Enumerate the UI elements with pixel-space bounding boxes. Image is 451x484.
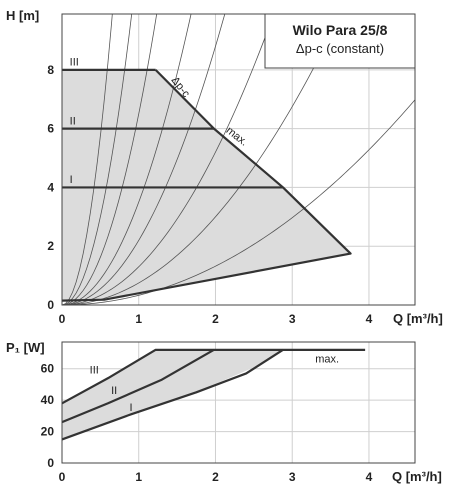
top-y-tick-label: 4 <box>47 180 54 194</box>
bottom-chart-frame <box>61 341 416 464</box>
power-label-I: I <box>130 402 133 414</box>
system-curve <box>62 14 113 305</box>
power-line-III <box>61 348 366 405</box>
top-chart-series <box>61 68 352 302</box>
bottom-x-tick-label: 0 <box>59 470 66 484</box>
bottom-y-tick-label: 40 <box>41 393 55 407</box>
bottom-chart-series <box>61 348 366 441</box>
top-x-tick-label: 3 <box>289 312 296 326</box>
top-y-tick-label: 2 <box>47 239 54 253</box>
series-label-II: II <box>70 115 76 127</box>
top-y-tick-label: 6 <box>47 122 54 136</box>
system-curve <box>62 14 226 305</box>
bottom-y-axis-label: P₁ [W] <box>6 340 45 355</box>
top-x-tick-label: 0 <box>59 312 66 326</box>
system-curve <box>62 99 415 305</box>
series-line-max <box>61 69 352 302</box>
power-label-II: II <box>111 385 117 397</box>
bottom-y-tick-label: 0 <box>47 456 54 470</box>
power-max-label: max. <box>315 353 339 365</box>
chart-subtitle: Δp-c (constant) <box>296 41 384 56</box>
system-curve <box>62 14 192 305</box>
power-line-I <box>61 348 284 441</box>
bottom-x-tick-label: 1 <box>135 470 142 484</box>
system-curve <box>62 14 158 305</box>
operating-area <box>62 69 351 301</box>
top-x-tick-label: 2 <box>212 312 219 326</box>
power-area <box>62 349 284 440</box>
bottom-chart-power-area <box>62 349 284 440</box>
bottom-y-tick-label: 60 <box>41 362 55 376</box>
top-x-tick-label: 1 <box>135 312 142 326</box>
bottom-x-axis-label: Q [m³/h] <box>392 469 442 484</box>
top-y-tick-label: 8 <box>47 63 54 77</box>
top-y-tick-label: 0 <box>47 298 54 312</box>
title-box: Wilo Para 25/8 Δp-c (constant) <box>264 13 416 69</box>
bottom-x-tick-label: 2 <box>212 470 219 484</box>
bottom-y-tick-label: 20 <box>41 425 55 439</box>
series-label-III: III <box>70 56 79 68</box>
power-label-III: III <box>90 364 99 376</box>
top-x-axis-label: Q [m³/h] <box>393 311 443 326</box>
system-curve <box>62 14 133 305</box>
top-x-tick-label: 4 <box>366 312 373 326</box>
bottom-x-tick-label: 4 <box>366 470 373 484</box>
top-chart-frame <box>61 13 416 306</box>
system-curves <box>62 14 415 305</box>
power-line-II <box>61 348 215 424</box>
top-chart-operating-area <box>62 69 351 301</box>
system-curve <box>62 14 275 305</box>
top-y-axis-label: H [m] <box>6 8 39 23</box>
chart-title: Wilo Para 25/8 <box>293 22 388 38</box>
bottom-x-tick-label: 3 <box>289 470 296 484</box>
top-chart-ticks: 0 1 2 3 4 0 2 4 6 8 <box>47 63 372 326</box>
series-label-I: I <box>70 174 73 186</box>
system-curve <box>62 14 342 305</box>
